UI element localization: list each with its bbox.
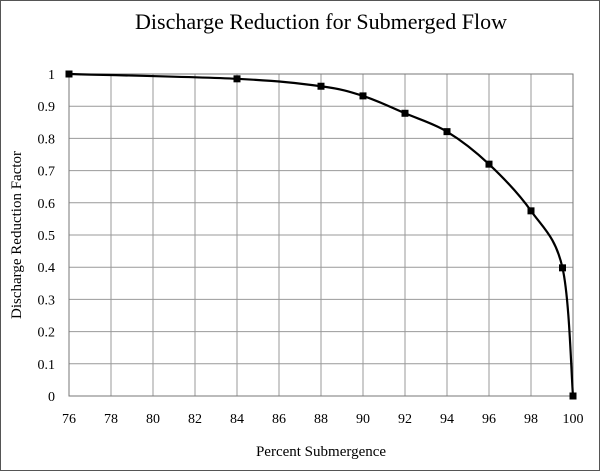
y-tick-label: 0.1 xyxy=(38,358,56,373)
y-tick-label: 0.7 xyxy=(38,165,56,180)
data-point-marker xyxy=(443,128,451,136)
data-point-marker xyxy=(233,75,241,83)
data-point-marker xyxy=(569,392,577,400)
y-tick-label: 0.5 xyxy=(38,229,56,244)
x-tick-label: 96 xyxy=(482,412,496,427)
y-tick-label: 0.4 xyxy=(38,261,56,276)
x-axis-label: Percent Submergence xyxy=(256,444,386,460)
x-tick-label: 92 xyxy=(398,412,412,427)
x-tick-label: 84 xyxy=(230,412,244,427)
x-tick-label: 86 xyxy=(272,412,286,427)
y-tick-label: 1 xyxy=(48,68,55,83)
data-point-marker xyxy=(401,109,409,117)
data-point-marker xyxy=(527,207,535,215)
grid xyxy=(68,73,574,397)
x-tick-label: 78 xyxy=(104,412,118,427)
x-tick-label: 90 xyxy=(356,412,370,427)
y-tick-label: 0.3 xyxy=(38,293,56,308)
x-tick-label: 82 xyxy=(188,412,202,427)
y-tick-label: 0.2 xyxy=(38,326,56,341)
y-tick-labels: 0 0.1 0.2 0.3 0.4 0.5 0.6 0.7 0.8 0.9 1 xyxy=(38,68,56,405)
x-tick-label: 88 xyxy=(314,412,328,427)
y-tick-label: 0.6 xyxy=(38,197,56,212)
x-tick-label: 76 xyxy=(62,412,76,427)
series-line xyxy=(68,72,575,397)
x-tick-label: 94 xyxy=(440,412,454,427)
plot-frame xyxy=(68,73,574,397)
x-tick-label: 98 xyxy=(524,412,538,427)
data-point-marker xyxy=(359,92,367,100)
data-point-marker xyxy=(485,160,493,168)
x-tick-label: 100 xyxy=(563,412,584,427)
data-point-marker xyxy=(317,82,325,90)
data-point-marker xyxy=(65,70,73,78)
chart-title: Discharge Reduction for Submerged Flow xyxy=(135,9,507,34)
y-tick-label: 0.8 xyxy=(38,132,56,147)
x-tick-labels: 76 78 80 82 84 86 88 90 92 94 96 98 100 xyxy=(62,412,584,427)
data-point-marker xyxy=(559,264,566,272)
y-tick-label: 0.9 xyxy=(38,100,56,115)
x-tick-label: 80 xyxy=(146,412,160,427)
series-markers xyxy=(65,70,577,400)
y-axis-label: Discharge Reduction Factor xyxy=(9,151,25,319)
y-tick-label: 0 xyxy=(48,390,55,405)
